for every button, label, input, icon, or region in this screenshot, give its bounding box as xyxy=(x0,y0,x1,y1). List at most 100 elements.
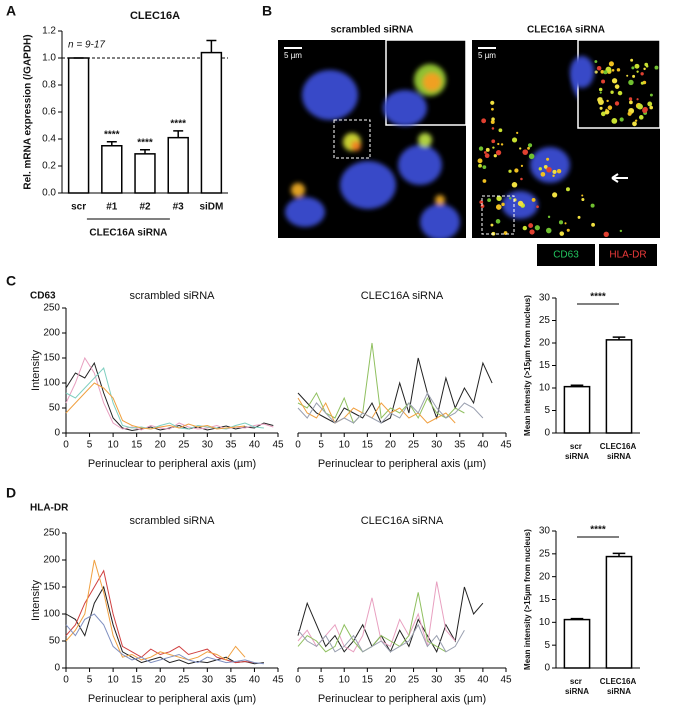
punctum xyxy=(497,142,500,146)
x-tick-label: 20 xyxy=(155,440,167,451)
legend-label: CD63 xyxy=(553,250,579,261)
punctum xyxy=(632,121,637,127)
x-tick-label: 30 xyxy=(431,440,443,451)
punctum xyxy=(619,117,624,122)
line-series xyxy=(65,569,255,664)
annotation: n = 9-17 xyxy=(68,40,105,51)
panel-label: B xyxy=(262,3,272,19)
significance: **** xyxy=(104,129,120,140)
line-series xyxy=(65,559,246,661)
panel-label: D xyxy=(6,485,16,501)
group-label: CLEC16A siRNA xyxy=(89,228,167,239)
y-tick-label: 250 xyxy=(43,528,60,539)
x-axis-label: Perinuclear to peripheral axis (µm) xyxy=(318,458,486,470)
micrograph-left xyxy=(278,39,467,238)
x-tick-label: 0 xyxy=(295,440,301,451)
punctum xyxy=(556,168,562,174)
y-tick-label: 200 xyxy=(43,328,60,339)
punctum xyxy=(591,222,595,227)
x-axis-label: Perinuclear to peripheral axis (µm) xyxy=(88,458,256,470)
punctum xyxy=(590,203,595,208)
punctum xyxy=(611,78,618,84)
punctum xyxy=(493,154,497,158)
punctum xyxy=(491,139,496,144)
punctum xyxy=(627,111,632,116)
x-tick-label: 25 xyxy=(408,675,420,686)
punctum xyxy=(543,165,548,169)
punctum xyxy=(508,169,512,173)
x-tick-label: #3 xyxy=(173,202,185,213)
punctum xyxy=(527,146,530,150)
y-tick-label: 200 xyxy=(43,555,60,566)
punctum xyxy=(500,143,504,146)
y-tick-label: 30 xyxy=(539,293,551,304)
punctum xyxy=(477,158,483,164)
punctum xyxy=(478,163,482,168)
micrograph-right xyxy=(472,39,661,238)
x-tick-label: 25 xyxy=(178,440,190,451)
line-series xyxy=(65,361,274,432)
punctum xyxy=(610,90,614,94)
y-tick-label: 0 xyxy=(54,663,60,674)
bar xyxy=(605,555,633,669)
y-tick-label: 0.2 xyxy=(42,161,56,172)
y-tick-label: 5 xyxy=(544,640,550,651)
punctum xyxy=(514,168,519,173)
x-tick-label: 20 xyxy=(155,675,167,686)
punctum xyxy=(528,153,535,160)
x-tick-label: 0 xyxy=(63,440,69,451)
error-bar xyxy=(206,39,217,53)
punctum xyxy=(577,215,581,219)
x-tick-label: 5 xyxy=(87,440,93,451)
punctum xyxy=(626,74,629,77)
y-tick-label: 20 xyxy=(539,338,551,349)
y-axis-label: Intensity xyxy=(30,350,42,391)
y-tick-label: 10 xyxy=(539,617,551,628)
punctum xyxy=(491,117,495,121)
punctum xyxy=(596,65,602,71)
y-tick-label: 30 xyxy=(539,526,551,537)
x-tick-label: 20 xyxy=(385,440,397,451)
punctum xyxy=(501,202,505,207)
x-tick-label: 10 xyxy=(108,675,120,686)
punctum xyxy=(480,204,485,208)
y-tick-label: 0 xyxy=(544,663,550,674)
punctum xyxy=(606,99,609,103)
punctum xyxy=(496,195,502,202)
punctum xyxy=(603,231,609,237)
line-series xyxy=(65,382,246,430)
y-tick-label: 25 xyxy=(539,315,551,326)
punctum xyxy=(594,60,598,63)
x-tick-label: 15 xyxy=(131,675,143,686)
x-tick-label: #1 xyxy=(106,202,118,213)
punctum xyxy=(490,100,495,105)
x-tick-label: 45 xyxy=(500,675,512,686)
y-tick-label: 1.0 xyxy=(42,53,56,64)
x-tick-label: 45 xyxy=(272,675,284,686)
x-tick-label: scr siRNA xyxy=(565,677,589,696)
error-bar xyxy=(173,130,184,138)
punctum xyxy=(649,93,653,97)
punctum xyxy=(581,194,584,197)
punctum xyxy=(614,84,620,89)
x-tick-label: 35 xyxy=(225,675,237,686)
punctum xyxy=(491,127,495,130)
scale-label: 5 µm xyxy=(478,51,496,60)
x-axis-label: Perinuclear to peripheral axis (µm) xyxy=(88,693,256,705)
x-tick-label: 0 xyxy=(63,675,69,686)
punctum xyxy=(536,205,539,209)
bar xyxy=(167,136,189,194)
y-tick-label: 20 xyxy=(539,571,551,582)
chart-title: CLEC16A xyxy=(130,10,180,22)
punctum xyxy=(628,79,634,86)
bar xyxy=(134,153,156,194)
x-tick-label: 45 xyxy=(500,440,512,451)
punctum xyxy=(528,223,534,229)
punctum xyxy=(566,228,570,232)
line-series xyxy=(297,391,484,424)
punctum xyxy=(552,174,555,177)
y-tick-label: 0.8 xyxy=(42,80,56,91)
y-tick-label: 10 xyxy=(539,383,551,394)
y-tick-label: 150 xyxy=(43,582,60,593)
y-axis-label: Intensity xyxy=(30,580,42,621)
